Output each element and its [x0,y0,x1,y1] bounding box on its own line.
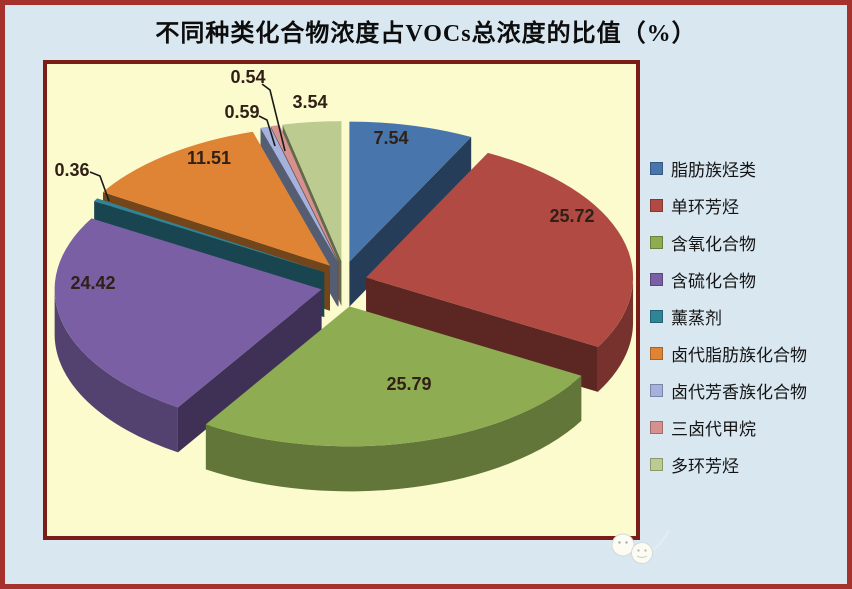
slice-side-face [177,289,322,453]
watermark-eye-dot [618,541,621,544]
legend-label: 卤代脂肪族化合物 [671,345,807,365]
chart-legend: 脂肪族烃类单环芳烃含氧化合物含硫化合物薰蒸剂卤代脂肪族化合物 卤代芳香族化合物 三卤… [650,159,807,492]
watermark-eye-dot [625,541,628,544]
legend-item-5: 卤代脂肪族化合物 [650,344,807,365]
slice-side-face [366,277,598,392]
pie-slice-3 [54,218,322,453]
watermark-eye-dot [637,549,640,552]
legend-label: 薰蒸剂 [671,308,722,328]
slice-value-label: 0.36 [54,160,89,180]
watermark [611,529,671,564]
legend-label: 含氧化合物 [671,234,756,254]
label-leader-line [89,171,110,202]
slice-value-label: 0.54 [230,67,265,87]
label-leader-line [261,83,286,152]
pie-chart: 7.54 25.72 25.79 24.42 0.36 11.51 0.59 0.54 3.54 [54,67,634,492]
legend-item-4: 薰蒸剂 [650,307,807,328]
legend-label: 含硫化合物 [671,271,756,291]
slice-top-face [282,121,342,262]
legend-swatch [650,346,663,360]
plot-area: 7.54 25.72 25.79 24.42 0.36 11.51 0.59 0.54 3.54 [43,60,640,540]
slice-top-face [260,126,338,262]
legend-item-2: 含氧化合物 [650,233,807,254]
legend-swatch [650,161,663,175]
pie-slice-1 [366,152,634,392]
slice-value-label: 25.79 [386,374,431,394]
slice-value-label: 7.54 [373,128,408,148]
watermark-eye-dot [644,549,647,552]
watermark-mouth [636,555,648,558]
legend-label: 多环芳烃 [671,456,739,476]
legend-label: 脂肪族烃类 [671,160,756,180]
slice-value-label: 0.59 [224,102,259,122]
legend-item-3: 含硫化合物 [650,270,807,291]
legend-swatch [650,235,663,249]
watermark-swoosh [652,529,671,551]
chart-title: 不同种类化合物浓度占VOCs总浓度的比值（%） [155,21,697,47]
slice-wall [597,277,634,392]
legend-item-8: 多环芳烃 [650,455,807,476]
slice-value-label: 3.54 [292,92,327,112]
legend-label: 卤代芳香族化合物 [671,382,807,402]
slice-value-label: 25.72 [549,206,594,226]
slice-top-face [94,198,325,273]
slice-top-face [270,125,339,262]
legend-item-0: 脂肪族烃类 [650,159,807,180]
legend-swatch [650,198,663,212]
slice-wall [205,375,582,492]
legend-label: 单环芳烃 [671,197,739,217]
legend-swatch [650,383,663,397]
legend-swatch [650,309,663,323]
label-leader-line [258,115,276,147]
legend-item-7: 三卤代甲烷 [650,418,807,439]
legend-label: 三卤代甲烷 [671,419,756,439]
slice-top-face [102,131,330,266]
slice-value-label: 24.42 [70,273,115,293]
pie-slice-2 [205,306,582,492]
legend-swatch [650,272,663,286]
slice-top-face [54,218,322,408]
slice-value-label: 11.51 [187,148,231,168]
slice-top-face [366,152,634,347]
slice-top-face [205,306,582,447]
legend-item-1: 单环芳烃 [650,196,807,217]
slice-top-face [349,121,472,262]
legend-swatch [650,457,663,471]
watermark-circle [611,533,635,557]
watermark-circle [631,542,653,564]
slice-wall [54,289,178,453]
legend-item-6: 卤代芳香族化合物 [650,381,807,402]
legend-swatch [650,420,663,434]
